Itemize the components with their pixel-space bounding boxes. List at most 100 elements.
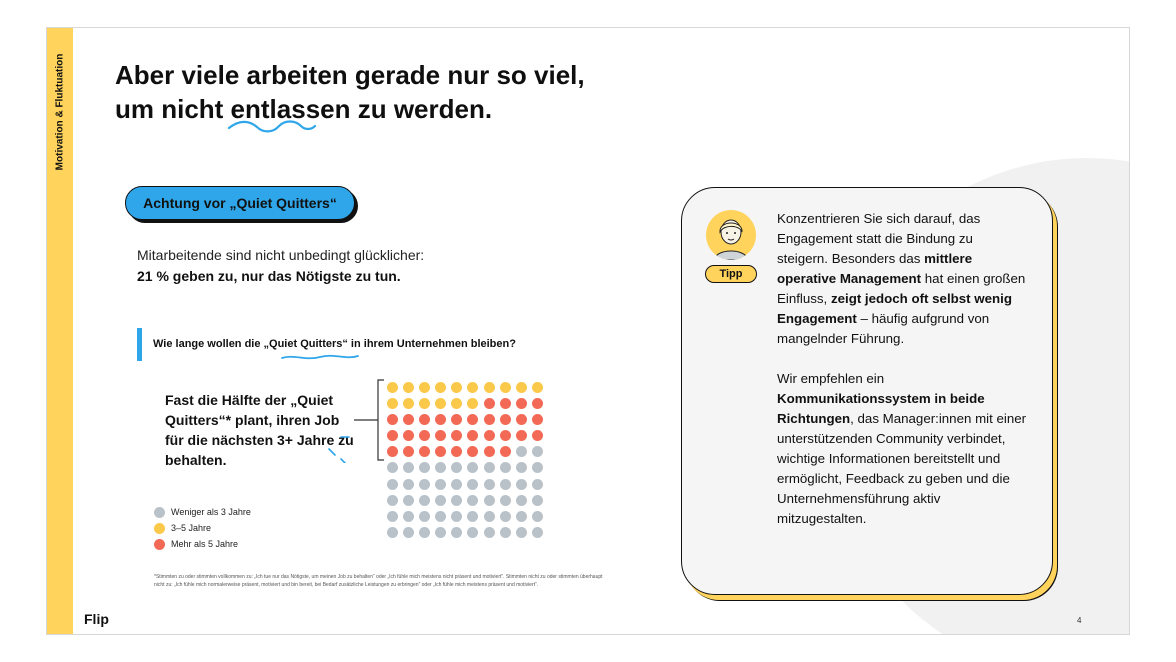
waffle-dot xyxy=(451,414,463,426)
tip-bold-text: mittlere operative Management xyxy=(777,251,973,286)
waffle-dot xyxy=(467,382,479,393)
waffle-dot xyxy=(483,446,495,458)
waffle-dot xyxy=(403,494,415,506)
waffle-dot xyxy=(467,526,479,538)
waffle-dot xyxy=(403,446,415,458)
intro-line: Mitarbeitende sind nicht unbedingt glück… xyxy=(137,247,425,263)
legend-label: Mehr als 5 Jahre xyxy=(171,539,239,549)
waffle-dot xyxy=(467,446,479,458)
waffle-dot xyxy=(467,510,479,522)
chart-legend: Weniger als 3 Jahre 3–5 Jahre Mehr als 5… xyxy=(154,504,251,552)
waffle-dot xyxy=(451,398,463,410)
legend-label: 3–5 Jahre xyxy=(171,523,212,533)
waffle-dot xyxy=(483,478,495,490)
spark-lines-icon xyxy=(328,436,350,463)
title-squiggle-icon xyxy=(227,120,317,133)
waffle-dot xyxy=(403,430,415,442)
waffle-dot xyxy=(499,526,511,538)
waffle-dot xyxy=(451,446,463,458)
waffle-dot xyxy=(467,478,479,490)
bracket-connector xyxy=(354,379,384,461)
tip-text: Wir empfehlen ein xyxy=(777,371,885,386)
waffle-dot xyxy=(515,430,527,442)
waffle-dot xyxy=(531,382,543,393)
waffle-dot xyxy=(435,494,447,506)
intro-bold-line: 21 % geben zu, nur das Nötigste zu tun. xyxy=(137,268,401,284)
avatar xyxy=(706,210,756,260)
waffle-dot xyxy=(483,494,495,506)
waffle-dot xyxy=(451,510,463,522)
waffle-dot xyxy=(515,526,527,538)
waffle-dot xyxy=(531,478,543,490)
brand-logo: Flip xyxy=(84,611,109,627)
legend-item-more-5: Mehr als 5 Jahre xyxy=(154,536,251,552)
waffle-dot xyxy=(483,510,495,522)
waffle-dot xyxy=(435,526,447,538)
waffle-dot xyxy=(467,398,479,410)
waffle-dot xyxy=(531,430,543,442)
intro-text: Mitarbeitende sind nicht unbedingt glück… xyxy=(137,245,424,287)
waffle-dot xyxy=(403,526,415,538)
footnote: *Stimmten zu oder stimmten vollkommen zu… xyxy=(154,574,603,588)
waffle-dot xyxy=(419,462,431,474)
waffle-dot xyxy=(403,398,415,410)
waffle-dot xyxy=(435,398,447,410)
tip-badge: Tipp xyxy=(705,265,757,283)
waffle-dot xyxy=(451,478,463,490)
question-underline-icon xyxy=(281,354,359,360)
legend-dot-yellow xyxy=(154,522,165,534)
sidebar-label: Motivation & Fluktuation xyxy=(54,53,66,171)
waffle-dot xyxy=(419,526,431,538)
waffle-dot xyxy=(435,478,447,490)
waffle-dot xyxy=(403,510,415,522)
waffle-chart xyxy=(387,382,547,538)
legend-item-less-3: Weniger als 3 Jahre xyxy=(154,504,251,520)
waffle-dot xyxy=(419,398,431,410)
quiet-quitters-pill: Achtung vor „Quiet Quitters“ xyxy=(125,186,355,220)
waffle-dot xyxy=(419,382,431,393)
waffle-dot xyxy=(387,510,398,522)
waffle-dot xyxy=(499,494,511,506)
tip-text: hat einen großen Einfluss, xyxy=(777,271,1026,306)
waffle-dot xyxy=(515,494,527,506)
waffle-dot xyxy=(467,430,479,442)
waffle-dot xyxy=(451,494,463,506)
waffle-dot xyxy=(483,382,495,393)
waffle-dot xyxy=(531,446,543,458)
question-accent-bar xyxy=(137,328,142,361)
sidebar-strip: Motivation & Fluktuation xyxy=(47,28,73,634)
waffle-dot xyxy=(387,494,398,506)
waffle-dot xyxy=(531,526,543,538)
waffle-dot xyxy=(387,398,398,410)
waffle-dot xyxy=(499,478,511,490)
waffle-dot xyxy=(419,510,431,522)
waffle-dot xyxy=(451,526,463,538)
waffle-dot xyxy=(499,446,511,458)
waffle-dot xyxy=(499,462,511,474)
tip-bold-text: zeigt jedoch oft selbst wenig Engagement xyxy=(777,291,1012,326)
waffle-dot xyxy=(419,446,431,458)
waffle-dot xyxy=(515,510,527,522)
waffle-dot xyxy=(419,494,431,506)
waffle-dot xyxy=(483,398,495,410)
waffle-dot xyxy=(403,414,415,426)
tip-bold-text: Kommunikationssystem in beide Richtungen xyxy=(777,391,985,426)
tip-text: , das Manager:innen mit einer unterstütz… xyxy=(777,411,1027,526)
waffle-dot xyxy=(467,494,479,506)
waffle-dot xyxy=(451,462,463,474)
waffle-dot xyxy=(387,462,398,474)
waffle-dot xyxy=(515,446,527,458)
waffle-dot xyxy=(483,526,495,538)
legend-dot-red xyxy=(154,538,165,550)
tip-body: Konzentrieren Sie sich darauf, das Engag… xyxy=(777,209,1027,549)
waffle-dot xyxy=(531,510,543,522)
waffle-dot xyxy=(499,398,511,410)
tip-text: Konzentrieren Sie sich darauf, das Engag… xyxy=(777,211,981,266)
waffle-dot xyxy=(435,414,447,426)
waffle-dot xyxy=(499,414,511,426)
waffle-dot xyxy=(387,430,398,442)
waffle-dot xyxy=(515,398,527,410)
waffle-dot xyxy=(435,446,447,458)
waffle-dot xyxy=(515,478,527,490)
waffle-dot xyxy=(531,398,543,410)
